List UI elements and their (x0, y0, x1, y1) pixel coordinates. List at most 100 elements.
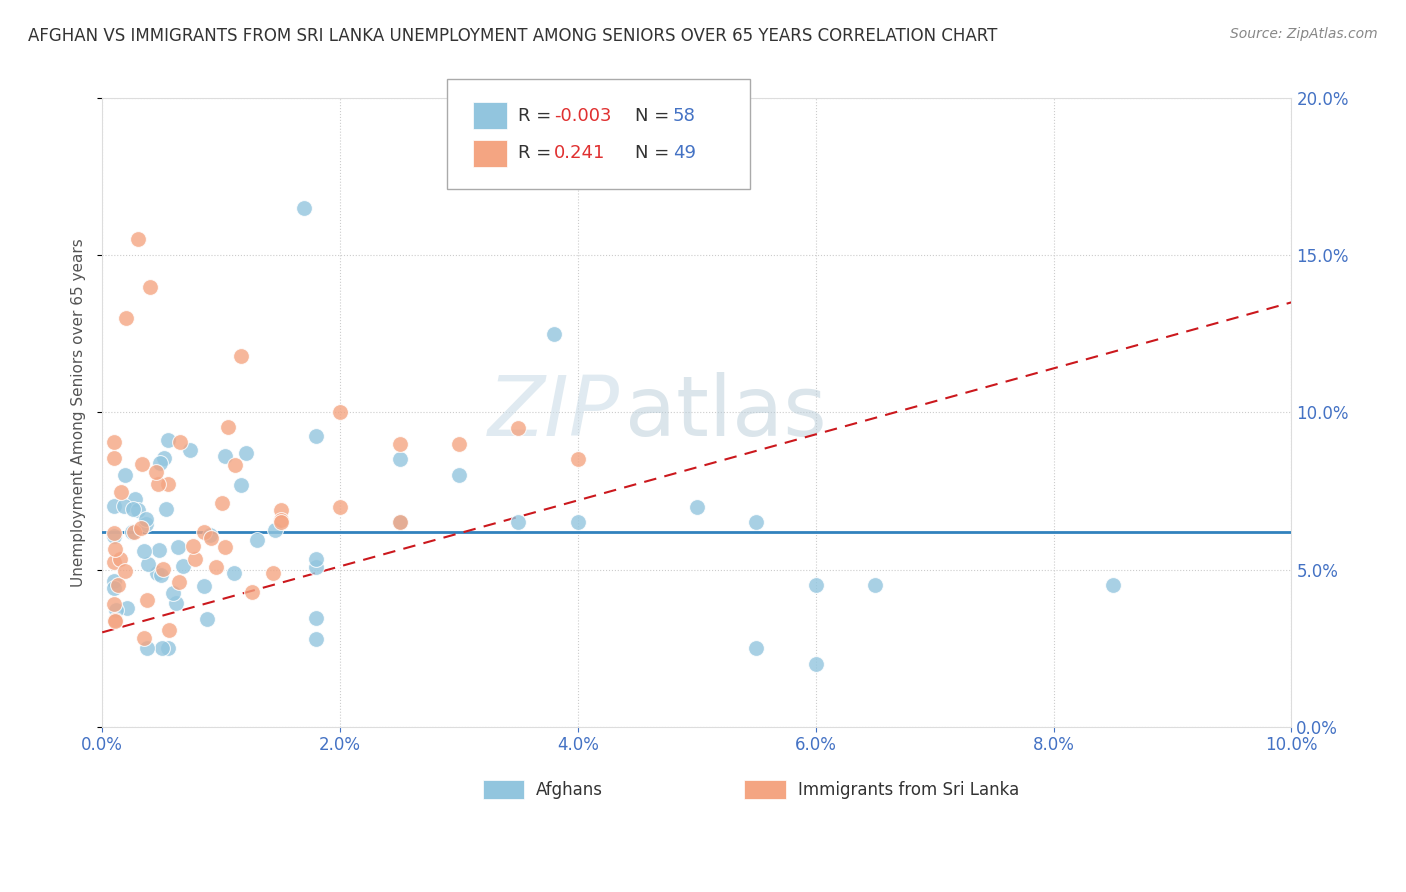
FancyBboxPatch shape (744, 780, 786, 799)
Point (211, 496, 233, 510)
Point (804, 657, 827, 671)
Point (200, 528, 222, 542)
Point (745, 516, 768, 530)
Point (122, 501, 145, 516)
Point (115, 601, 138, 615)
Point (132, 632, 155, 646)
Point (543, 326, 565, 341)
Point (122, 525, 145, 540)
Point (246, 533, 269, 548)
Point (157, 433, 180, 447)
Point (153, 450, 176, 465)
Point (305, 429, 328, 443)
Point (235, 446, 257, 460)
FancyBboxPatch shape (474, 140, 506, 167)
Point (508, 516, 530, 530)
Point (214, 540, 236, 554)
Point (146, 476, 169, 491)
Text: Afghans: Afghans (536, 780, 603, 798)
Point (149, 568, 172, 582)
Point (229, 349, 252, 363)
Text: R =: R = (519, 145, 557, 162)
Point (132, 544, 155, 558)
Point (103, 526, 125, 541)
Text: atlas: atlas (626, 372, 827, 453)
Point (124, 491, 146, 506)
Point (388, 516, 411, 530)
Point (264, 523, 287, 537)
Text: Source: ZipAtlas.com: Source: ZipAtlas.com (1230, 27, 1378, 41)
Point (103, 555, 125, 569)
FancyBboxPatch shape (474, 103, 506, 128)
Point (135, 593, 157, 607)
Point (146, 566, 169, 580)
Point (179, 442, 201, 457)
Point (165, 597, 187, 611)
Point (103, 529, 125, 543)
Point (131, 458, 153, 472)
Point (104, 542, 127, 557)
Point (305, 611, 328, 625)
Point (157, 641, 180, 656)
Point (104, 614, 127, 628)
Point (103, 581, 125, 595)
Point (745, 641, 768, 656)
Point (112, 499, 135, 513)
Text: Immigrants from Sri Lanka: Immigrants from Sri Lanka (799, 780, 1019, 798)
Point (157, 624, 180, 638)
Point (139, 279, 162, 293)
Point (193, 579, 215, 593)
Point (270, 503, 292, 517)
Point (115, 311, 138, 326)
Point (329, 405, 352, 419)
Point (104, 603, 127, 617)
Point (110, 552, 132, 566)
Point (152, 562, 174, 576)
Point (1102, 578, 1125, 592)
Point (508, 421, 530, 435)
Point (129, 521, 152, 535)
Point (262, 566, 284, 580)
Text: ZIP: ZIP (488, 372, 620, 453)
Point (136, 557, 159, 571)
Point (169, 434, 191, 449)
Point (305, 559, 328, 574)
Point (292, 201, 315, 215)
Point (804, 578, 827, 592)
Text: 49: 49 (673, 145, 696, 162)
Point (167, 540, 190, 554)
Point (103, 597, 125, 611)
Text: -0.003: -0.003 (554, 107, 612, 125)
Point (155, 501, 177, 516)
Point (447, 437, 470, 451)
Point (388, 516, 411, 530)
Point (167, 575, 190, 590)
Point (224, 458, 246, 472)
Text: N =: N = (636, 145, 675, 162)
Point (305, 551, 328, 566)
Point (184, 552, 207, 566)
Point (127, 503, 149, 517)
Point (103, 499, 125, 513)
Point (150, 641, 173, 656)
Point (863, 578, 886, 592)
Text: 0.241: 0.241 (554, 145, 606, 162)
Point (181, 540, 204, 554)
Point (329, 500, 352, 514)
Point (103, 435, 125, 450)
Point (205, 560, 228, 574)
Point (305, 632, 328, 646)
Point (231, 478, 253, 492)
Point (270, 516, 292, 530)
Point (388, 452, 411, 467)
Point (114, 468, 136, 483)
Point (121, 525, 143, 540)
Text: N =: N = (636, 107, 675, 125)
Point (135, 511, 157, 525)
Point (156, 477, 179, 491)
Point (104, 614, 127, 628)
Point (217, 420, 239, 434)
Point (135, 517, 157, 532)
Point (107, 577, 129, 591)
Point (103, 450, 125, 465)
